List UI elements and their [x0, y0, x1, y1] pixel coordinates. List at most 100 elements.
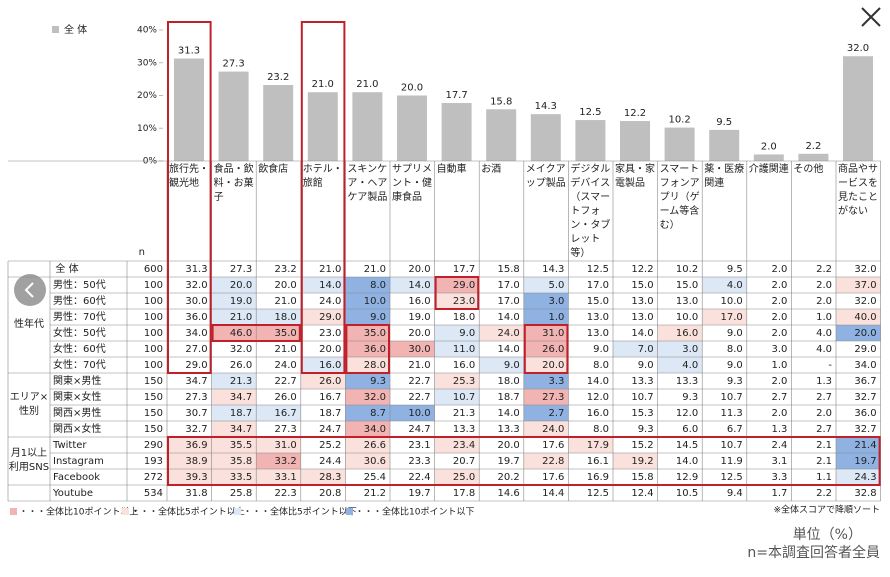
cell-value: 23.0	[319, 328, 341, 339]
cell-value: 9.5	[727, 264, 743, 275]
row-label: 女性：50代	[53, 326, 106, 339]
cell-value: 13.3	[631, 376, 653, 387]
cell-value: 20.7	[453, 456, 475, 467]
bar-value-label: 2.2	[805, 141, 821, 152]
cell-value: 21.0	[275, 344, 297, 355]
cell-value: 3.0	[771, 344, 787, 355]
cell-value: 10.5	[676, 488, 698, 499]
cell-value: 5.0	[548, 280, 564, 291]
cell-value: 20.0	[854, 328, 876, 339]
cell-value: 46.0	[230, 328, 252, 339]
cell-value: 29.0	[854, 344, 876, 355]
cell-value: 14.0	[676, 456, 698, 467]
cell-value: 10.0	[676, 312, 698, 323]
cell-value: 20.8	[319, 488, 341, 499]
cell-value: 14.0	[631, 328, 653, 339]
cell-value: 17.6	[542, 472, 564, 483]
cell-value: 24.0	[275, 360, 297, 371]
cell-value: 22.7	[408, 376, 430, 387]
sort-note: ※全体スコアで降順ソート	[773, 504, 880, 516]
row-label: 女性：70代	[53, 358, 106, 371]
cell-value: 2.7	[816, 424, 832, 435]
cell-value: 32.0	[854, 264, 876, 275]
legend-swatch	[52, 26, 59, 33]
row-label: 男性：70代	[53, 310, 106, 323]
cell-shade	[434, 293, 480, 309]
close-icon[interactable]	[861, 7, 881, 27]
cell-value: 23.4	[453, 440, 475, 451]
cell-value: 12.0	[676, 408, 698, 419]
cell-value: 30.0	[408, 344, 430, 355]
row-n: 290	[144, 440, 163, 451]
back-button[interactable]	[14, 274, 46, 306]
cell-value: 27.3	[230, 264, 252, 275]
cell-value: 14.0	[498, 312, 520, 323]
cell-value: 16.0	[587, 408, 609, 419]
cell-value: 24.0	[542, 424, 564, 435]
cell-shade	[211, 389, 257, 405]
cell-value: 34.7	[230, 424, 252, 435]
cell-value: 16.0	[676, 328, 698, 339]
bar-value-label: 23.2	[267, 72, 289, 83]
back-icon[interactable]	[24, 282, 34, 298]
close-button[interactable]	[861, 7, 881, 27]
cell-value: 32.0	[185, 280, 207, 291]
category-label: スキンケア・ヘアケア製品	[347, 164, 388, 203]
cell-value: 19.2	[631, 456, 653, 467]
cell-value: 2.0	[771, 264, 787, 275]
group-label: エリア×性別	[9, 392, 49, 417]
row-n: 150	[144, 376, 163, 387]
shade-legend-swatch	[122, 508, 129, 515]
category-label: 食品・飲料・お菓子	[213, 164, 254, 203]
cell-value: 9.0	[638, 360, 654, 371]
cell-value: 29.0	[185, 360, 207, 371]
highlight-box	[167, 21, 212, 374]
cell-value: 1.0	[771, 360, 787, 371]
cell-value: 2.7	[816, 392, 832, 403]
row-label: Twitter	[52, 440, 87, 451]
cell-value: 17.0	[587, 280, 609, 291]
row-n: 100	[144, 360, 163, 371]
cell-shade	[211, 421, 257, 437]
cell-shade	[211, 405, 257, 421]
cell-value: 22.7	[408, 392, 430, 403]
bar	[709, 129, 740, 161]
row-label: Instagram	[53, 456, 104, 467]
cell-value: 36.0	[185, 312, 207, 323]
cell-value: 21.0	[319, 264, 341, 275]
cell-value: 30.7	[185, 408, 207, 419]
cell-value: 12.5	[721, 472, 743, 483]
back-circle[interactable]	[14, 274, 46, 306]
cell-value: 2.1	[816, 440, 832, 451]
cell-value: 9.3	[727, 376, 743, 387]
cell-value: 13.3	[498, 424, 520, 435]
cell-shade	[523, 389, 569, 405]
cell-shade	[345, 389, 390, 405]
cell-value: 17.6	[542, 440, 564, 451]
cell-value: 19.0	[408, 312, 430, 323]
cell-value: 3.1	[771, 456, 787, 467]
cell-value: 20.0	[408, 328, 430, 339]
cell-value: 13.3	[676, 376, 698, 387]
cell-value: -	[828, 360, 832, 371]
cell-value: 17.0	[498, 296, 520, 307]
cell-value: 2.7	[548, 408, 564, 419]
cell-value: 30.0	[185, 296, 207, 307]
cell-value: 25.3	[453, 376, 475, 387]
cell-value: 8.0	[593, 360, 609, 371]
cell-value: 37.0	[854, 280, 876, 291]
cell-shade	[479, 325, 524, 341]
cell-value: 9.0	[459, 328, 475, 339]
cell-value: 2.0	[771, 376, 787, 387]
cell-value: 2.0	[771, 296, 787, 307]
cell-value: 18.0	[498, 376, 520, 387]
row-n: 100	[144, 280, 163, 291]
cell-value: 34.0	[854, 360, 876, 371]
cell-shade	[390, 405, 435, 421]
bar	[441, 103, 472, 161]
cell-value: 40.0	[854, 312, 876, 323]
row-label: 全 体	[55, 262, 78, 275]
cell-shade	[836, 309, 881, 325]
cell-shade	[211, 453, 257, 469]
cell-value: 26.0	[319, 376, 341, 387]
